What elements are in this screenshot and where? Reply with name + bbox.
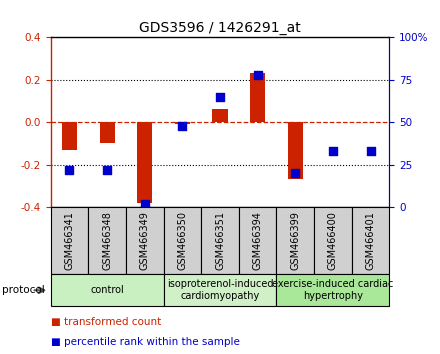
Text: ■ percentile rank within the sample: ■ percentile rank within the sample — [51, 337, 239, 347]
Bar — [314, 207, 352, 274]
Point — [254, 72, 261, 78]
Bar — [276, 274, 389, 306]
Text: exercise-induced cardiac
hypertrophy: exercise-induced cardiac hypertrophy — [272, 279, 394, 301]
Text: GSM466401: GSM466401 — [366, 211, 376, 270]
Bar — [126, 207, 164, 274]
Point — [367, 148, 374, 154]
Text: GSM466348: GSM466348 — [102, 211, 112, 270]
Title: GDS3596 / 1426291_at: GDS3596 / 1426291_at — [139, 21, 301, 35]
Text: GSM466341: GSM466341 — [64, 211, 74, 270]
Bar — [164, 207, 201, 274]
Text: GSM466394: GSM466394 — [253, 211, 263, 270]
Bar — [213, 109, 227, 122]
Bar — [164, 274, 276, 306]
Bar — [137, 122, 152, 203]
Bar — [62, 122, 77, 150]
Bar — [288, 122, 303, 179]
Text: GSM466351: GSM466351 — [215, 211, 225, 270]
Point — [330, 148, 337, 154]
Bar — [99, 122, 114, 143]
Point — [103, 167, 110, 172]
Bar — [250, 73, 265, 122]
Bar — [88, 207, 126, 274]
Point — [292, 170, 299, 176]
Bar — [239, 207, 276, 274]
Bar — [276, 207, 314, 274]
Text: GSM466399: GSM466399 — [290, 211, 300, 270]
Text: GSM466349: GSM466349 — [140, 211, 150, 270]
Text: GSM466350: GSM466350 — [177, 211, 187, 270]
Bar — [51, 274, 164, 306]
Text: GSM466400: GSM466400 — [328, 211, 338, 270]
Text: control: control — [90, 285, 124, 295]
Bar — [352, 207, 389, 274]
Point — [179, 123, 186, 129]
Bar — [51, 207, 88, 274]
Point — [216, 94, 224, 99]
Point — [141, 201, 148, 206]
Text: isoproterenol-induced
cardiomyopathy: isoproterenol-induced cardiomyopathy — [167, 279, 273, 301]
Bar — [175, 122, 190, 124]
Text: ■ transformed count: ■ transformed count — [51, 318, 161, 327]
Text: protocol: protocol — [2, 285, 45, 295]
Bar — [201, 207, 239, 274]
Point — [66, 167, 73, 172]
